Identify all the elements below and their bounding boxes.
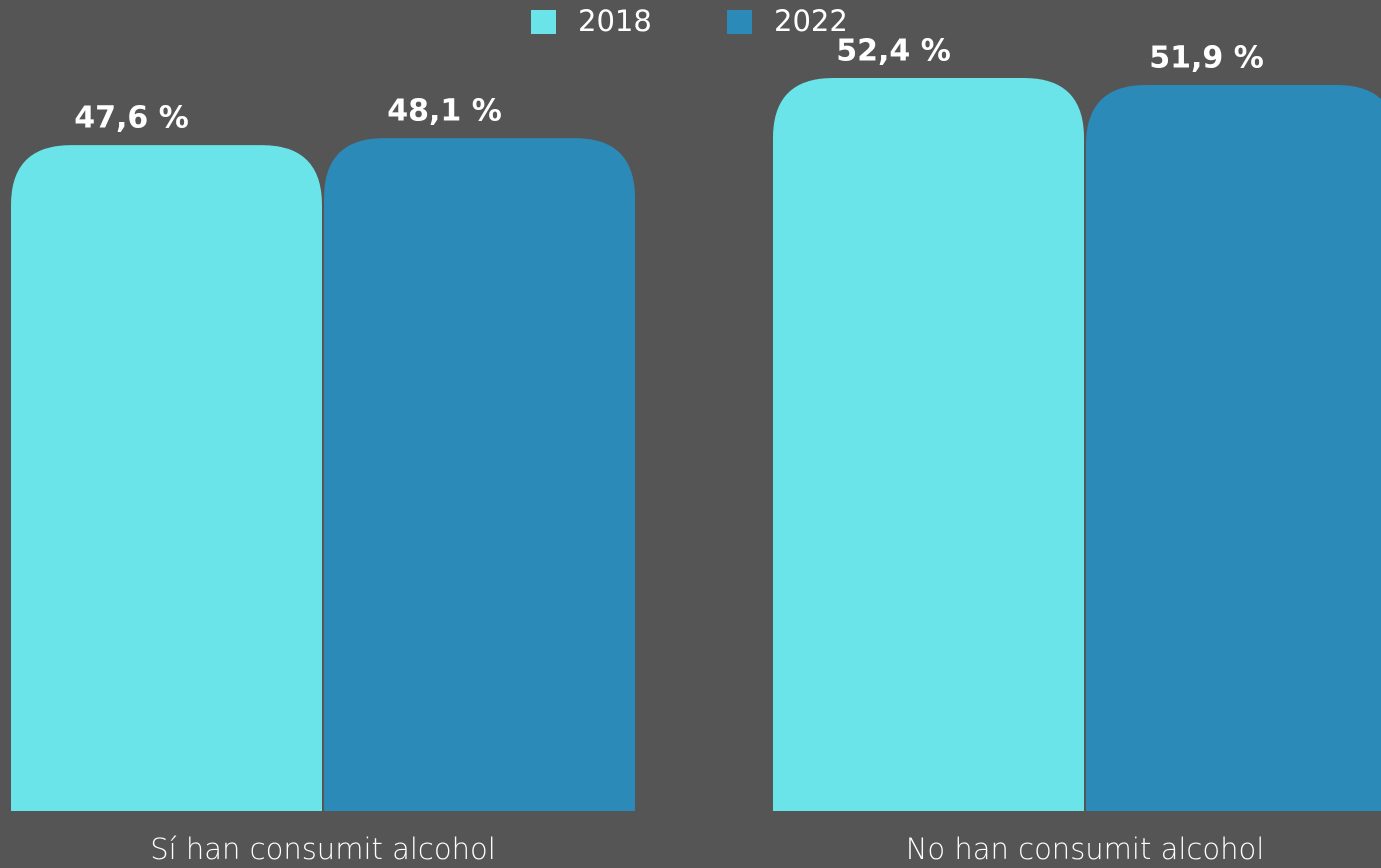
legend-label: 2018 bbox=[578, 4, 652, 38]
value-label: 51,9 % bbox=[1149, 40, 1264, 75]
legend-swatch bbox=[727, 10, 752, 34]
bar bbox=[1086, 84, 1381, 811]
legend-swatch bbox=[531, 10, 556, 34]
x-tick-label: Sí han consumit alcohol bbox=[150, 832, 496, 866]
value-label: 47,6 % bbox=[74, 101, 189, 136]
legend-label: 2022 bbox=[774, 4, 848, 38]
value-label: 48,1 % bbox=[387, 94, 502, 129]
value-label: 52,4 % bbox=[836, 34, 951, 69]
bar bbox=[773, 78, 1084, 811]
bar bbox=[11, 145, 322, 812]
x-tick-label: No han consumit alcohol bbox=[906, 832, 1265, 866]
bar bbox=[324, 138, 635, 811]
